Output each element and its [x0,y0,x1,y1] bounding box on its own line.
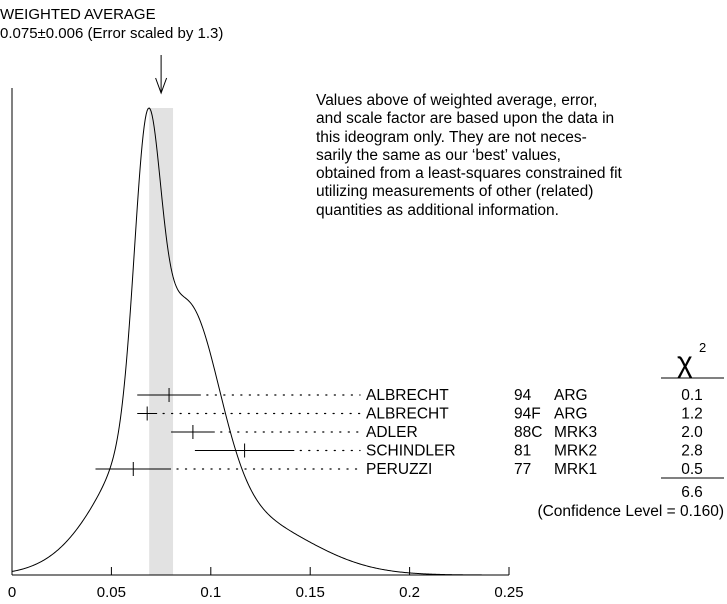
weighted-average-title: WEIGHTED AVERAGE [0,6,156,23]
x-tick-label: 0.25 [494,584,523,601]
note-line: sarily the same as our ‘best’ values, [316,146,561,164]
measurement-author: SCHINDLER [366,443,456,460]
x-tick-label: 0.1 [200,584,221,601]
measurement-year: 94 [514,387,532,404]
measurement-document: MRK2 [554,443,597,460]
measurement-year: 81 [514,443,531,460]
chi2-exponent: 2 [699,340,706,355]
measurement-chi2: 2.0 [681,424,703,441]
measurement-author: ALBRECHT [366,406,449,423]
measurement-year: 94F [514,406,541,423]
measurement-author: ADLER [366,424,418,441]
x-tick-label: 0 [8,584,16,601]
note-line: and scale factor are based upon the data… [316,110,615,128]
average-arrow-head [155,77,168,95]
measurement-chi2: 2.8 [681,443,703,460]
measurement-document: MRK1 [554,461,597,478]
measurement-chi2: 0.1 [681,387,703,404]
measurement-year: 88C [514,424,542,441]
confidence-level: (Confidence Level = 0.160) [537,503,724,520]
measurement-author: PERUZZI [366,461,432,478]
note-line: quantities as additional information. [316,201,559,219]
measurement-author: ALBRECHT [366,387,449,404]
x-tick-label: 0.05 [97,584,126,601]
chi2-symbol: χ [677,346,693,379]
measurement-document: MRK3 [554,424,597,441]
note-line: this ideogram only. They are not neces- [316,128,587,146]
measurement-chi2: 1.2 [681,406,703,423]
measurement-document: ARG [554,406,588,423]
measurement-document: ARG [554,387,588,404]
x-tick-label: 0.15 [296,584,325,601]
ideogram-curve [11,107,509,576]
measurement-chi2: 0.5 [681,461,703,478]
measurement-year: 77 [514,461,531,478]
note-line: Values above of weighted average, error, [316,92,598,109]
note-line: obtained from a least-squares constraine… [316,165,622,183]
chi2-total: 6.6 [681,484,703,501]
note-line: utilizing measurements of other (related… [316,183,594,201]
x-tick-label: 0.2 [399,584,420,601]
explanatory-note: Values above of weighted average, error,… [316,92,726,220]
weighted-average-band [149,108,174,575]
weighted-average-value: 0.075±0.006 (Error scaled by 1.3) [0,25,224,42]
